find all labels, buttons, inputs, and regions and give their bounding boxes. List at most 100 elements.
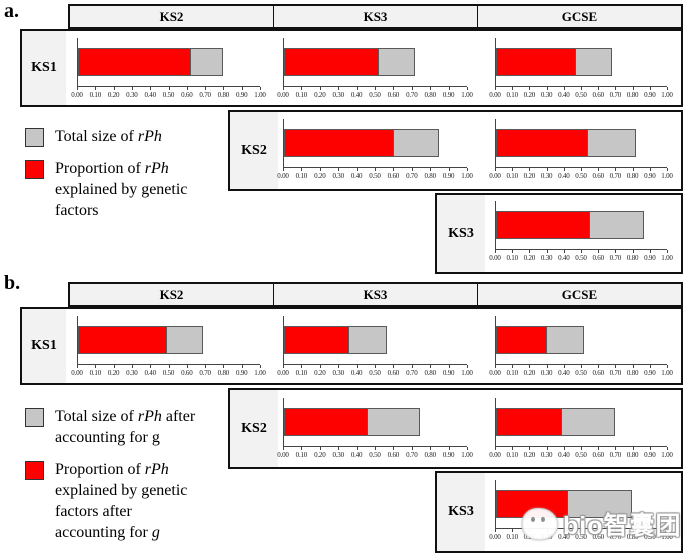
axis-tick-label: 0.30 bbox=[332, 91, 344, 99]
chart-a-KS3-GCSE: 0.00 0.10 0.20 0.30 0.40 0.50 0.60 0.70 0.80 0.90… bbox=[489, 201, 673, 263]
axis-tick-label: 0.10 bbox=[506, 369, 518, 377]
row-label-ks1: KS1 bbox=[22, 31, 66, 105]
chart-a-KS1-KS2: 0.00 0.10 0.20 0.30 0.40 0.50 0.60 0.70 0.80 0.90… bbox=[71, 38, 266, 100]
axis-tick bbox=[467, 365, 468, 368]
axis-tick bbox=[667, 365, 668, 368]
x-axis bbox=[77, 86, 260, 87]
axis-tick-label: 0.60 bbox=[592, 172, 604, 180]
axis-tick bbox=[512, 447, 514, 450]
axis-tick bbox=[649, 447, 651, 450]
stacked-bar bbox=[496, 48, 612, 76]
legend-item: Proportion of rPh explained by genetic fac… bbox=[25, 158, 187, 221]
bar-segment-total bbox=[576, 49, 611, 75]
axis-tick-label: 0.10 bbox=[295, 369, 308, 377]
axis-tick bbox=[95, 87, 97, 90]
axis-tick-label: 0.80 bbox=[626, 369, 639, 377]
axis-tick bbox=[667, 87, 668, 90]
axis-tick-label: 0.60 bbox=[592, 533, 604, 541]
axis-tick-label: 0.20 bbox=[107, 369, 120, 377]
axis-tick bbox=[632, 168, 634, 171]
panel-a-column-header: KS2 KS3 GCSE bbox=[68, 4, 683, 29]
axis-tick bbox=[223, 365, 225, 368]
axis-tick-label: 0.70 bbox=[406, 451, 418, 459]
axis-tick-label: 0.00 bbox=[71, 91, 83, 99]
axis-tick bbox=[375, 447, 376, 450]
axis-tick-label: 0.00 bbox=[489, 369, 501, 377]
axis-tick bbox=[393, 168, 395, 171]
axis-tick bbox=[205, 87, 207, 90]
axis-tick bbox=[649, 365, 651, 368]
axis-tick-label: 0.30 bbox=[126, 369, 138, 377]
legend-label: Total size of rPh bbox=[55, 128, 162, 145]
axis-tick bbox=[632, 447, 634, 450]
axis-tick bbox=[448, 365, 450, 368]
axis-tick bbox=[632, 250, 634, 253]
axis-tick bbox=[632, 365, 634, 368]
axis-tick-label: 0.60 bbox=[387, 91, 400, 99]
legend-item: Total size of rPh after accounting for g bbox=[25, 406, 195, 448]
axis-tick-label: 0.20 bbox=[314, 369, 326, 377]
axis-tick bbox=[241, 87, 243, 90]
axis-tick-label: 0.00 bbox=[277, 172, 289, 180]
axis-tick-label: 0.40 bbox=[558, 451, 570, 459]
y-axis bbox=[283, 119, 284, 167]
axis-tick bbox=[512, 168, 514, 171]
axis-tick bbox=[495, 250, 496, 253]
axis-tick bbox=[168, 87, 170, 90]
axis-tick-label: 0.80 bbox=[217, 91, 230, 99]
axis-tick-label: 0.00 bbox=[489, 451, 501, 459]
chart-a-KS2-KS3: 0.00 0.10 0.20 0.30 0.40 0.50 0.60 0.70 0.80 0.90… bbox=[277, 119, 473, 181]
axis-tick bbox=[598, 250, 600, 253]
axis-tick-label: 0.30 bbox=[540, 254, 553, 262]
axis-tick bbox=[615, 168, 617, 171]
axis-tick-label: 0.80 bbox=[424, 172, 436, 180]
stacked-bar bbox=[284, 326, 388, 354]
bar-segment-genetic bbox=[285, 409, 368, 435]
axis-tick-label: 0.00 bbox=[489, 254, 501, 262]
axis-tick bbox=[495, 168, 496, 171]
axis-tick-label: 0.40 bbox=[558, 91, 570, 99]
axis-tick bbox=[598, 87, 600, 90]
y-axis bbox=[77, 38, 78, 86]
axis-tick-label: 0.40 bbox=[350, 369, 363, 377]
axis-tick bbox=[563, 250, 565, 253]
axis-tick-label: 0.00 bbox=[71, 369, 83, 377]
axis-tick bbox=[546, 250, 548, 253]
chart-b-KS1-GCSE: 0.00 0.10 0.20 0.30 0.40 0.50 0.60 0.70 0.80 0.90… bbox=[489, 316, 673, 378]
stacked-bar bbox=[284, 129, 439, 157]
axis-tick bbox=[598, 529, 600, 532]
stacked-bar bbox=[496, 211, 645, 239]
axis-tick-label: 0.60 bbox=[181, 91, 193, 99]
axis-tick-label: 0.90 bbox=[644, 451, 656, 459]
axis-tick-label: 0.40 bbox=[558, 172, 570, 180]
axis-tick-label: 0.90 bbox=[644, 91, 656, 99]
axis-tick bbox=[512, 87, 514, 90]
axis-tick-label: 0.60 bbox=[387, 451, 400, 459]
axis-tick-label: 1.00 bbox=[661, 369, 673, 377]
axis-tick-label: 0.10 bbox=[89, 369, 102, 377]
axis-tick bbox=[563, 365, 565, 368]
axis-tick-label: 0.90 bbox=[442, 91, 455, 99]
x-axis bbox=[495, 528, 667, 529]
watermark-mascot-icon bbox=[522, 508, 558, 540]
axis-tick-label: 0.80 bbox=[626, 533, 639, 541]
axis-tick bbox=[649, 529, 651, 532]
axis-tick bbox=[563, 529, 565, 532]
axis-tick bbox=[448, 87, 450, 90]
axis-tick bbox=[546, 365, 548, 368]
x-axis bbox=[495, 364, 667, 365]
axis-tick-label: 0.70 bbox=[609, 172, 622, 180]
axis-tick bbox=[260, 365, 261, 368]
watermark: bio智囊团 bbox=[522, 506, 682, 542]
axis-tick-label: 1.00 bbox=[661, 451, 673, 459]
axis-tick bbox=[495, 87, 496, 90]
axis-tick bbox=[581, 447, 582, 450]
legend-label: Proportion of rPh explained by genetic fac… bbox=[55, 461, 188, 541]
axis-tick-label: 0.50 bbox=[575, 91, 587, 99]
axis-tick bbox=[319, 365, 321, 368]
panel-a-header-ks2: KS2 bbox=[159, 8, 184, 24]
axis-tick bbox=[411, 447, 413, 450]
row-label-ks1: KS1 bbox=[22, 309, 66, 383]
axis-tick bbox=[512, 529, 514, 532]
axis-tick bbox=[186, 87, 188, 90]
